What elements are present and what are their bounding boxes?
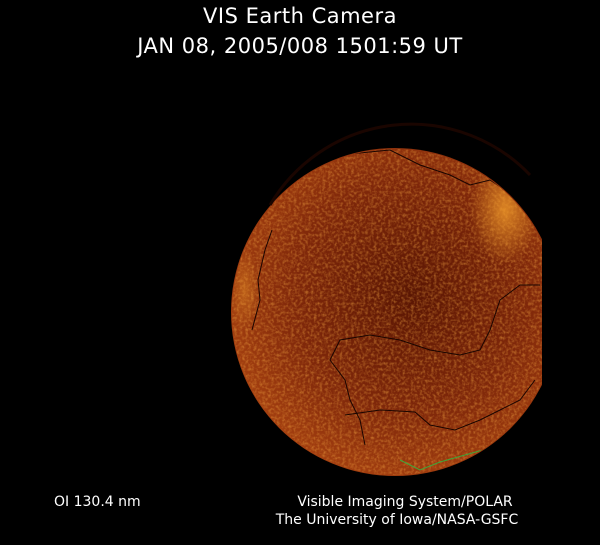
credit-line-2: The University of Iowa/NASA-GSFC (275, 512, 519, 528)
coastline (251, 149, 540, 446)
credit-line-1: Visible Imaging System/POLAR (297, 494, 513, 510)
image-timestamp: JAN 08, 2005/008 1501:59 UT (137, 34, 463, 58)
image-title: VIS Earth Camera (203, 4, 397, 28)
limb-arc (268, 122, 532, 206)
auroral-bright-spot (470, 155, 540, 265)
wavelength-label: OI 130.4 nm (54, 494, 141, 510)
